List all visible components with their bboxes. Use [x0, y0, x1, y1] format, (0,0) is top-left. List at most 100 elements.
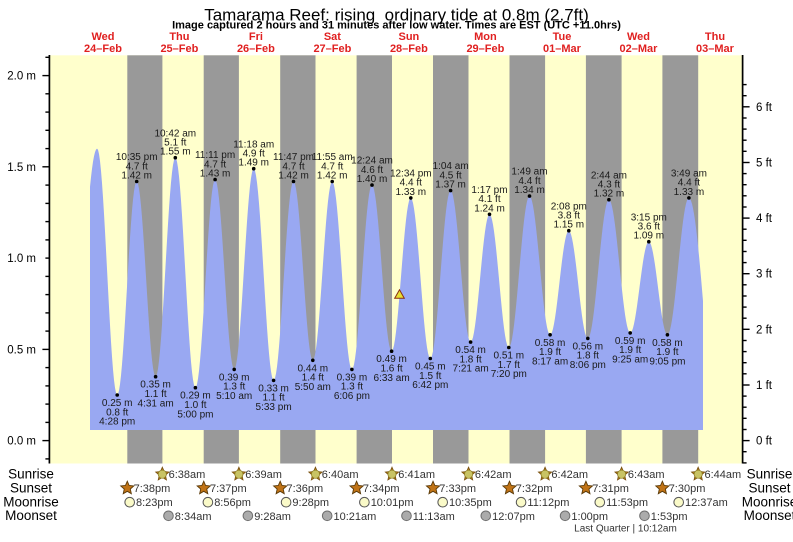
svg-text:1.1 ft: 1.1 ft: [144, 389, 166, 400]
svg-text:1.3 ft: 1.3 ft: [341, 382, 363, 393]
svg-text:Thu: Thu: [169, 31, 189, 43]
svg-text:4.7 ft: 4.7 ft: [321, 161, 343, 172]
svg-text:11:53pm: 11:53pm: [606, 497, 648, 509]
svg-text:Tue: Tue: [553, 31, 572, 43]
svg-text:3:49 am: 3:49 am: [671, 169, 707, 180]
svg-text:26–Feb: 26–Feb: [237, 43, 275, 55]
svg-text:7:32pm: 7:32pm: [516, 483, 553, 495]
svg-text:6:42 pm: 6:42 pm: [412, 380, 448, 391]
svg-text:4.3 ft: 4.3 ft: [598, 180, 620, 191]
svg-text:1.33 m: 1.33 m: [674, 187, 705, 198]
svg-text:0.44 m: 0.44 m: [298, 363, 329, 374]
svg-text:1.9 ft: 1.9 ft: [619, 345, 641, 356]
svg-text:1:49 am: 1:49 am: [511, 167, 547, 178]
svg-text:6:06 pm: 6:06 pm: [334, 391, 370, 402]
svg-text:1:53pm: 1:53pm: [651, 511, 688, 523]
svg-text:5:50 am: 5:50 am: [295, 382, 331, 393]
svg-text:1:17 pm: 1:17 pm: [471, 185, 507, 196]
svg-text:9:28pm: 9:28pm: [292, 497, 329, 509]
svg-text:4.4 ft: 4.4 ft: [518, 176, 540, 187]
svg-text:4.7 ft: 4.7 ft: [126, 161, 148, 172]
svg-text:1.8 ft: 1.8 ft: [577, 351, 599, 362]
svg-text:1.3 ft: 1.3 ft: [223, 382, 245, 393]
svg-text:1.9 ft: 1.9 ft: [656, 347, 678, 358]
svg-text:9:28am: 9:28am: [254, 511, 291, 523]
svg-text:8:06 pm: 8:06 pm: [570, 360, 606, 371]
svg-text:0.58 m: 0.58 m: [535, 338, 566, 349]
svg-text:10:42 am: 10:42 am: [154, 128, 196, 139]
svg-text:1.32 m: 1.32 m: [594, 189, 625, 200]
svg-text:5 ft: 5 ft: [756, 158, 773, 170]
svg-text:1.0 ft: 1.0 ft: [184, 400, 206, 411]
svg-text:4.7 ft: 4.7 ft: [204, 159, 226, 170]
svg-text:4.5 ft: 4.5 ft: [439, 170, 461, 181]
svg-text:11:11 pm: 11:11 pm: [195, 150, 235, 161]
svg-text:11:18 am: 11:18 am: [233, 139, 274, 150]
svg-text:0.45 m: 0.45 m: [415, 362, 446, 373]
svg-text:1.40 m: 1.40 m: [357, 174, 388, 185]
svg-text:4 ft: 4 ft: [756, 213, 773, 225]
svg-text:Wed: Wed: [627, 31, 650, 43]
svg-text:Tamarama Reef: rising ordinar: Tamarama Reef: rising ordinary tide at 0…: [204, 5, 589, 24]
svg-text:1.55 m: 1.55 m: [160, 147, 191, 158]
svg-text:12:24 am: 12:24 am: [351, 156, 393, 167]
svg-text:0.25 m: 0.25 m: [102, 398, 133, 409]
svg-text:1.37 m: 1.37 m: [435, 180, 466, 191]
svg-text:1.33 m: 1.33 m: [396, 187, 427, 198]
svg-text:Sat: Sat: [324, 31, 341, 43]
svg-text:6:40am: 6:40am: [322, 469, 359, 481]
svg-text:4.4 ft: 4.4 ft: [400, 178, 422, 189]
svg-text:1.5 m: 1.5 m: [7, 162, 36, 174]
svg-text:9:05 pm: 9:05 pm: [649, 356, 685, 367]
svg-text:24–Feb: 24–Feb: [84, 43, 122, 55]
svg-text:6:39am: 6:39am: [245, 469, 282, 481]
svg-text:Wed: Wed: [91, 31, 114, 43]
svg-text:1:00pm: 1:00pm: [571, 511, 608, 523]
svg-text:Moonset: Moonset: [744, 508, 793, 523]
svg-text:0.39 m: 0.39 m: [337, 372, 368, 383]
svg-text:1.24 m: 1.24 m: [474, 203, 505, 214]
svg-text:02–Mar: 02–Mar: [620, 43, 659, 55]
svg-text:Sunset: Sunset: [10, 480, 52, 495]
svg-text:Fri: Fri: [249, 31, 263, 43]
svg-text:29–Feb: 29–Feb: [466, 43, 504, 55]
svg-text:10:21am: 10:21am: [334, 511, 377, 523]
svg-text:Sunrise: Sunrise: [747, 466, 793, 481]
svg-text:0.56 m: 0.56 m: [573, 341, 604, 352]
svg-text:11:47 pm: 11:47 pm: [273, 152, 314, 163]
svg-text:10:35pm: 10:35pm: [449, 497, 492, 509]
svg-text:8:34am: 8:34am: [175, 511, 212, 523]
svg-text:1:04 am: 1:04 am: [433, 161, 469, 172]
svg-text:7:38pm: 7:38pm: [134, 483, 171, 495]
svg-text:9:25 am: 9:25 am: [612, 355, 648, 366]
svg-text:12:37am: 12:37am: [685, 497, 728, 509]
svg-text:0.51 m: 0.51 m: [494, 351, 525, 362]
svg-text:7:21 am: 7:21 am: [453, 364, 489, 375]
svg-text:3:15 pm: 3:15 pm: [631, 212, 667, 223]
svg-text:7:31pm: 7:31pm: [592, 483, 629, 495]
svg-text:4.9 ft: 4.9 ft: [243, 149, 265, 160]
svg-text:1.1 ft: 1.1 ft: [262, 393, 284, 404]
svg-text:1.34 m: 1.34 m: [514, 185, 545, 196]
svg-text:5.1 ft: 5.1 ft: [164, 138, 186, 149]
svg-text:1.42 m: 1.42 m: [121, 171, 152, 182]
svg-text:2:44 am: 2:44 am: [591, 170, 627, 181]
svg-text:Moonset: Moonset: [5, 508, 57, 523]
svg-text:12:34 pm: 12:34 pm: [390, 169, 432, 180]
svg-text:6:42am: 6:42am: [475, 469, 512, 481]
svg-text:2.0 m: 2.0 m: [7, 71, 36, 83]
svg-text:7:20 pm: 7:20 pm: [491, 369, 527, 380]
svg-text:3.6 ft: 3.6 ft: [638, 222, 660, 233]
svg-text:10:35 pm: 10:35 pm: [116, 152, 158, 163]
svg-text:0 ft: 0 ft: [756, 436, 773, 448]
svg-text:1.7 ft: 1.7 ft: [498, 360, 520, 371]
svg-text:Last Quarter | 10:12am: Last Quarter | 10:12am: [574, 524, 677, 535]
svg-text:5:00 pm: 5:00 pm: [177, 409, 213, 420]
svg-text:0.33 m: 0.33 m: [258, 383, 289, 394]
svg-text:5:33 pm: 5:33 pm: [256, 402, 292, 413]
svg-text:8:56pm: 8:56pm: [214, 497, 251, 509]
svg-text:0.58 m: 0.58 m: [652, 338, 683, 349]
svg-text:1.5 ft: 1.5 ft: [419, 371, 441, 382]
svg-text:1.43 m: 1.43 m: [200, 169, 231, 180]
svg-text:Moonrise: Moonrise: [742, 494, 793, 509]
